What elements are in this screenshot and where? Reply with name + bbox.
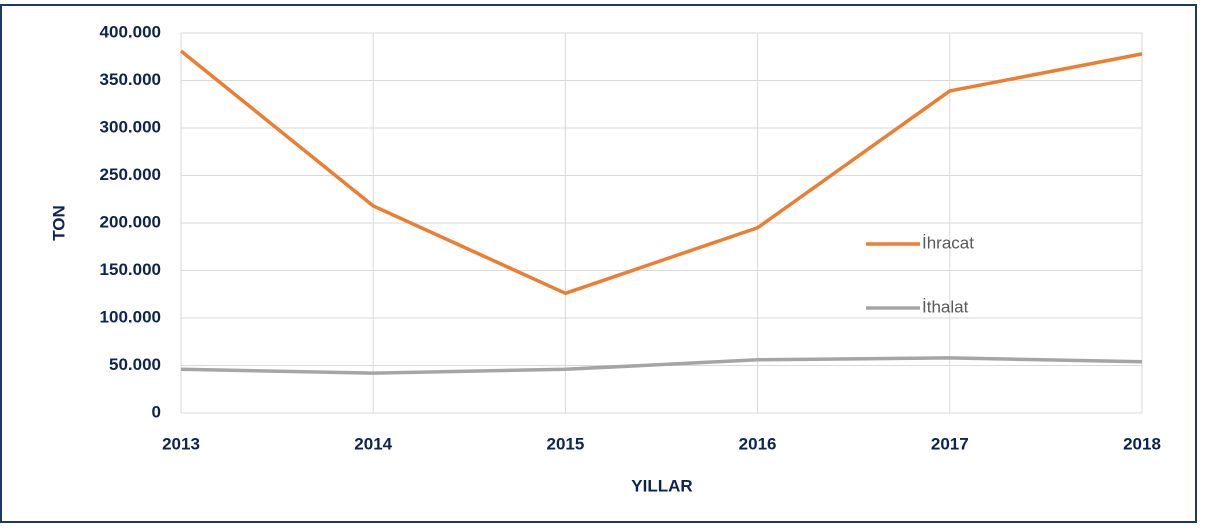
y-tick-label: 100.000 — [100, 307, 161, 326]
legend: İhracat — [922, 233, 974, 252]
y-tick-label: 0 — [152, 402, 161, 421]
y-tick-label: 200.000 — [100, 212, 161, 231]
x-tick-label: 2016 — [739, 434, 777, 453]
y-tick-label: 250.000 — [100, 165, 161, 184]
chart-frame — [0, 4, 1197, 523]
x-tick-label: 2017 — [931, 434, 969, 453]
x-tick-label: 2015 — [546, 434, 584, 453]
series-line — [180, 356, 1143, 375]
x-tick-label: 2014 — [354, 434, 392, 453]
x-tick-label: 2018 — [1123, 434, 1161, 453]
series-line — [179, 49, 1143, 296]
y-tick-label: 300.000 — [100, 117, 161, 136]
legend: İthalat — [922, 297, 969, 316]
y-tick-label: 150.000 — [100, 260, 161, 279]
x-axis-label: YILLAR — [631, 476, 692, 495]
y-axis-label: TON — [49, 205, 68, 241]
y-tick-label: 400.000 — [100, 22, 161, 41]
y-tick-label: 50.000 — [109, 355, 161, 374]
x-tick-label: 2013 — [162, 434, 200, 453]
y-tick-label: 350.000 — [100, 70, 161, 89]
